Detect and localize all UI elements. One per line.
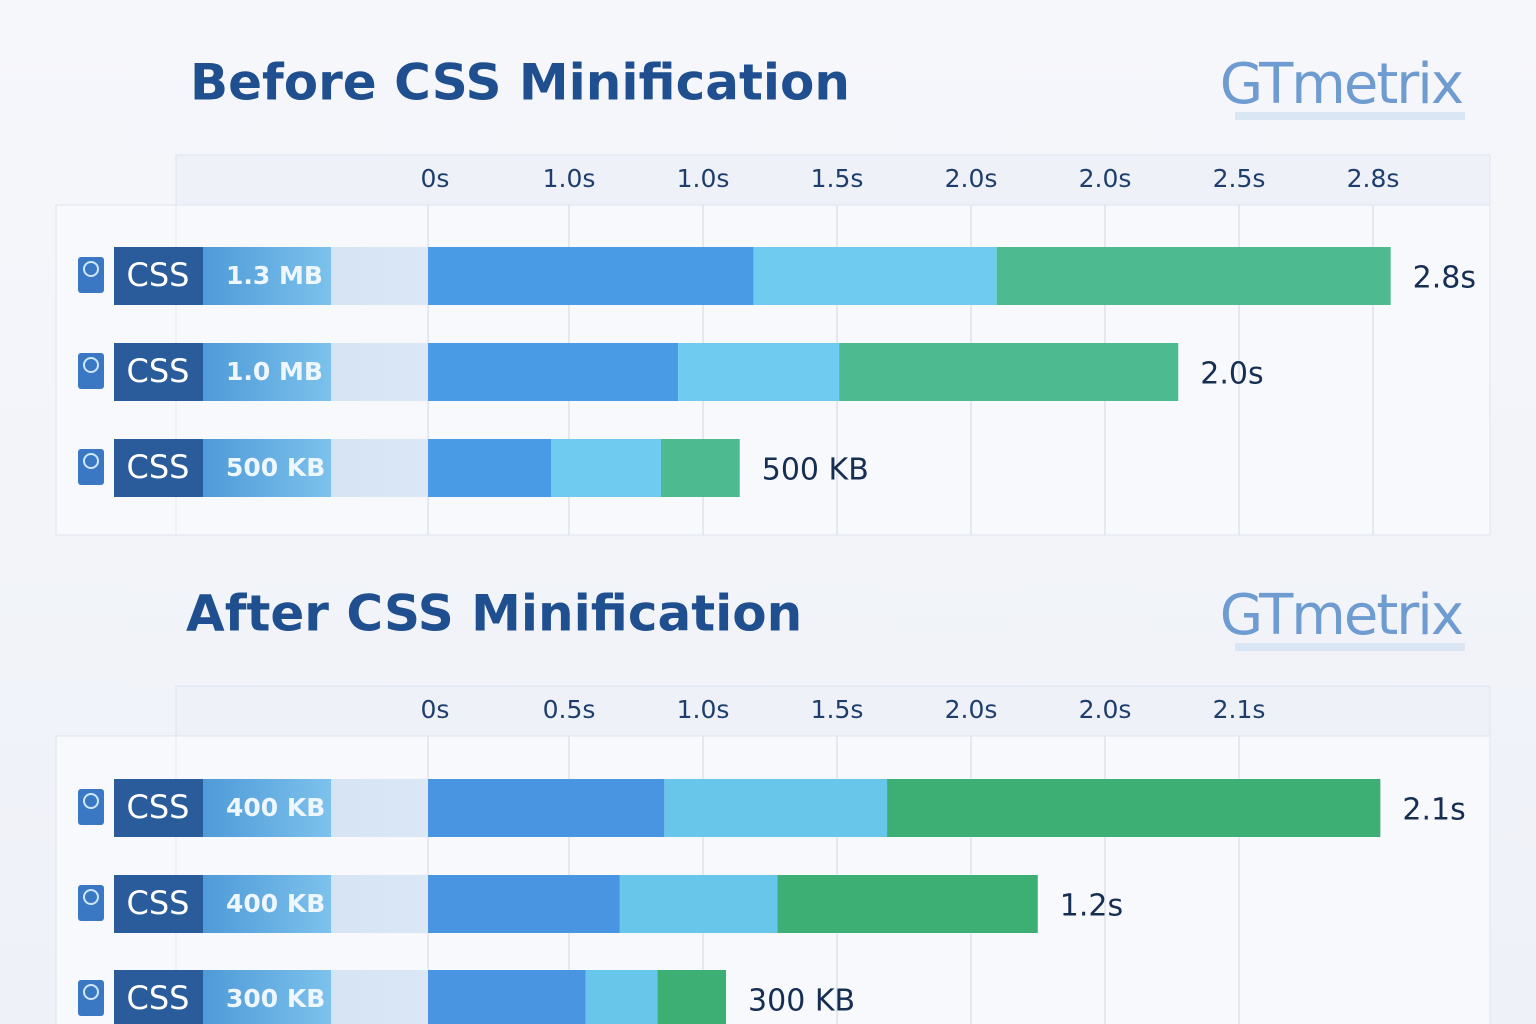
end-label: 2.1s	[1402, 793, 1465, 828]
axis-label: 2.0s	[1079, 695, 1132, 724]
file-size: 300 KB	[226, 984, 325, 1013]
bar-segment	[619, 875, 778, 933]
axis-header	[175, 154, 1491, 206]
bar-segment	[428, 247, 754, 305]
file-type: CSS	[127, 884, 190, 922]
axis-label: 1.0s	[677, 164, 730, 193]
file-type-box	[114, 779, 203, 837]
file-type-box	[114, 970, 203, 1024]
file-icon-dot	[83, 357, 99, 373]
file-type: CSS	[127, 448, 190, 486]
file-size: 400 KB	[226, 793, 325, 822]
panel-title: Before CSS Minification	[190, 54, 850, 112]
end-label: 1.2s	[1060, 889, 1123, 924]
file-type-box	[114, 875, 203, 933]
bar-segment	[664, 779, 888, 837]
logo-underline	[1235, 643, 1465, 651]
bar-segment	[839, 343, 1179, 401]
file-type: CSS	[127, 788, 190, 826]
bar-segment	[428, 970, 586, 1024]
end-label: 2.0s	[1200, 357, 1263, 392]
end-label: 300 KB	[748, 984, 855, 1019]
axis-label: 0s	[421, 695, 450, 724]
file-size: 1.3 MB	[226, 261, 323, 290]
size-box	[203, 779, 331, 837]
axis-label: 1.0s	[677, 695, 730, 724]
axis-label: 2.5s	[1213, 164, 1266, 193]
axis-label: 2.0s	[945, 164, 998, 193]
axis-label: 2.8s	[1347, 164, 1400, 193]
axis-label: 2.0s	[945, 695, 998, 724]
size-box	[203, 247, 331, 305]
end-label: 2.8s	[1413, 261, 1476, 296]
end-label: 500 KB	[762, 453, 869, 488]
axis-label: 1.0s	[543, 164, 596, 193]
file-type-box	[114, 247, 203, 305]
panel-title: After CSS Minification	[186, 585, 802, 643]
bar-segment	[777, 875, 1038, 933]
file-size: 1.0 MB	[226, 357, 323, 386]
file-icon-dot	[83, 261, 99, 277]
file-type: CSS	[127, 256, 190, 294]
axis-label: 2.1s	[1213, 695, 1266, 724]
file-type: CSS	[127, 979, 190, 1017]
file-icon-dot	[83, 793, 99, 809]
file-size: 500 KB	[226, 453, 325, 482]
bar-segment	[551, 439, 661, 497]
axis-label: 0.5s	[543, 695, 596, 724]
logo: GTmetrix	[1220, 52, 1463, 117]
size-box	[203, 343, 331, 401]
bar-segment	[428, 439, 552, 497]
axis-label: 0s	[421, 164, 450, 193]
file-type: CSS	[127, 352, 190, 390]
axis-label: 1.5s	[811, 164, 864, 193]
file-icon-dot	[83, 984, 99, 1000]
bar-segment	[657, 970, 727, 1024]
bar-segment	[660, 439, 740, 497]
file-size: 400 KB	[226, 889, 325, 918]
file-icon-dot	[83, 453, 99, 469]
file-icon-dot	[83, 889, 99, 905]
size-box	[203, 439, 331, 497]
bar-segment	[996, 247, 1391, 305]
bar-segment	[753, 247, 997, 305]
bar-segment	[428, 343, 679, 401]
axis-label: 1.5s	[811, 695, 864, 724]
logo-underline	[1235, 112, 1465, 120]
axis-label: 2.0s	[1079, 164, 1132, 193]
bar-segment	[678, 343, 840, 401]
logo: GTmetrix	[1220, 583, 1463, 648]
bar-segment	[585, 970, 658, 1024]
bar-segment	[887, 779, 1381, 837]
bar-segment	[428, 779, 665, 837]
axis-header	[175, 685, 1491, 737]
size-box	[203, 970, 331, 1024]
bar-segment	[428, 875, 620, 933]
file-type-box	[114, 439, 203, 497]
file-type-box	[114, 343, 203, 401]
size-box	[203, 875, 331, 933]
